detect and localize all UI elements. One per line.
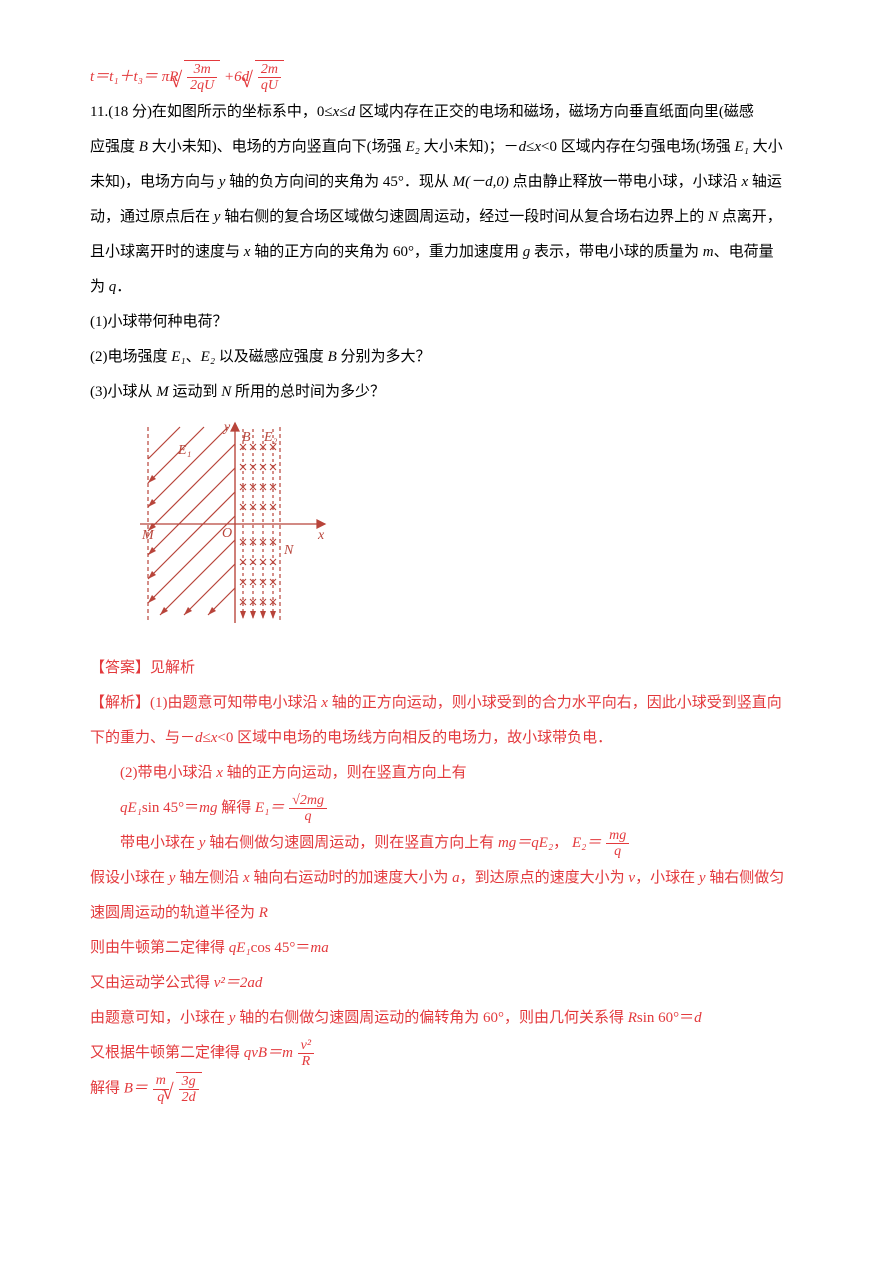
q11-line4: 动，通过原点后在 y 轴右侧的复合场区域做匀速圆周运动，经过一段时间从复合场右边… [90, 201, 802, 234]
label-M: M [141, 528, 155, 543]
solution-p5: 假设小球在 y 轴左侧沿 x 轴向右运动时的加速度大小为 a，到达原点的速度大小… [90, 862, 802, 895]
frac-3g2d: 3g 2d [179, 1074, 199, 1106]
d-var: d [348, 104, 356, 120]
sqrt-2: √ 2m qU [253, 60, 284, 94]
equation-t-total: t＝t₁＋t₃＝ πR √ 3m 2qU +6d √ 2m qU [90, 60, 802, 94]
solution-p4: 带电小球在 y 轴右侧做匀速圆周运动，则在竖直方向上有 mg＝qE₂， E₂＝ … [90, 827, 802, 860]
q11-h2: ≤ [339, 104, 347, 120]
solution-p6: 速圆周运动的轨道半径为 R [90, 897, 802, 930]
q11-h3: 区域内存在正交的电场和磁场，磁场方向垂直纸面向里(磁感 [355, 104, 754, 120]
eq-lhs: t＝t₁＋t₃＝ [90, 61, 158, 94]
solution-p8: 又由运动学公式得 v²＝2ad [90, 967, 802, 1000]
diagram-svg: y x O M N E₁ E₂ B [140, 419, 330, 629]
label-E2: E₂ [263, 430, 278, 445]
q11-h1: 11.(18 分)在如图所示的坐标系中，0≤ [90, 104, 333, 120]
solution-p3: qE₁sin 45°＝mg 解得 E₁＝ √2mg q [90, 792, 802, 825]
q11-sub2: (2)电场强度 E₁、E₂ 以及磁感应强度 B 分别为多大？ [90, 341, 802, 374]
label-E1: E₁ [177, 443, 191, 458]
label-B: B [242, 430, 251, 445]
q11-sub1: (1)小球带何种电荷？ [90, 306, 802, 339]
frac-v2R: v² R [298, 1038, 314, 1070]
solution-p7: 则由牛顿第二定律得 qE₁cos 45°＝ma [90, 932, 802, 965]
label-y: y [222, 420, 231, 435]
sqrt-B: √ 3g 2d [174, 1072, 202, 1106]
sqrt-1: √ 3m 2qU [182, 60, 220, 94]
frac-2: 2m qU [258, 62, 281, 94]
field-diagram: y x O M N E₁ E₂ B [140, 419, 802, 642]
q11-sub3: (3)小球从 M 运动到 N 所用的总时间为多少？ [90, 376, 802, 409]
solution-p10: 又根据牛顿第二定律得 qvB＝m v² R [90, 1037, 802, 1070]
q11-stem: 11.(18 分)在如图所示的坐标系中，0≤x≤d 区域内存在正交的电场和磁场，… [90, 96, 802, 129]
frac-1: 3m 2qU [187, 62, 217, 94]
q11-line2: 应强度 B 大小未知)、电场的方向竖直向下(场强 E₂ 大小未知)；－d≤x<0… [90, 131, 802, 164]
solution-p11: 解得 B＝ m q √ 3g 2d [90, 1072, 802, 1106]
frac-E1: √2mg q [289, 793, 327, 825]
label-x: x [317, 528, 325, 543]
frac-E2: mg q [606, 828, 629, 860]
label-N: N [283, 543, 294, 558]
q11-line5: 且小球离开时的速度与 x 轴的正方向的夹角为 60°，重力加速度用 g 表示，带… [90, 236, 802, 269]
answer-label: 【答案】见解析 [90, 652, 802, 685]
solution-p1: 【解析】(1)由题意可知带电小球沿 x 轴的正方向运动，则小球受到的合力水平向右… [90, 687, 802, 720]
q11-line6: 为 q． [90, 271, 802, 304]
solution-p1b: 下的重力、与－d≤x<0 区域中电场的电场线方向相反的电场力，故小球带负电． [90, 722, 802, 755]
q11-line3: 未知)，电场方向与 y 轴的负方向间的夹角为 45°．现从 M(－d,0) 点由… [90, 166, 802, 199]
solution-p9: 由题意可知，小球在 y 轴的右侧做匀速圆周运动的偏转角为 60°，则由几何关系得… [90, 1002, 802, 1035]
label-O: O [222, 526, 232, 541]
solution-p2: (2)带电小球沿 x 轴的正方向运动，则在竖直方向上有 [90, 757, 802, 790]
solution-label: 【解析】 [90, 695, 150, 711]
